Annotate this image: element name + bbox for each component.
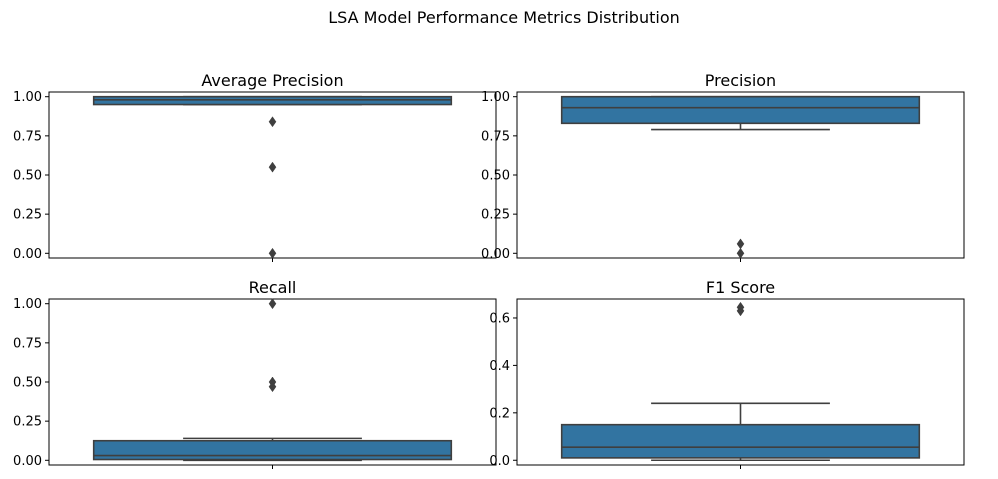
y-tick-label: 0.75 [481, 129, 510, 144]
y-tick-label: 0.00 [481, 247, 510, 262]
y-tick-label: 0.0 [489, 454, 510, 469]
subplot-title: F1 Score [706, 278, 775, 297]
y-tick-label: 1.00 [481, 90, 510, 105]
y-tick-label: 0.6 [489, 311, 510, 326]
subplot-2: Precision 1.00 0.75 0.50 0.25 0.00 [481, 71, 965, 262]
outlier-point [736, 305, 745, 317]
y-tick-label: 0.25 [13, 208, 42, 223]
outlier-point [268, 381, 277, 393]
y-tick-label: 1.00 [13, 297, 42, 312]
y-tick-label: 0.50 [13, 376, 42, 391]
y-tick-label: 0.2 [489, 406, 510, 421]
y-tick-label: 0.00 [13, 454, 42, 469]
box-iqr [560, 423, 921, 459]
subplot-1: Average Precision 1.00 0.75 0.50 0.25 0.00 [13, 71, 497, 262]
y-tick-label: 0.4 [489, 359, 510, 374]
y-tick-label: 0.75 [13, 129, 42, 144]
box-iqr [560, 95, 921, 125]
y-tick-label: 0.25 [481, 208, 510, 223]
y-tick-label: 0.50 [481, 169, 510, 184]
outlier-point [736, 247, 745, 259]
outlier-point [268, 298, 277, 310]
y-tick-label: 1.00 [13, 90, 42, 105]
y-tick-label: 0.50 [13, 169, 42, 184]
subplot-title: Average Precision [201, 71, 343, 90]
subplot-4: F1 Score 0.6 0.4 0.2 0.0 [489, 278, 965, 469]
figure-title: LSA Model Performance Metrics Distributi… [328, 8, 680, 27]
outlier-point [736, 238, 745, 250]
outlier-point [268, 247, 277, 259]
box-iqr [92, 439, 453, 461]
y-tick-label: 0.75 [13, 336, 42, 351]
y-tick-label: 0.00 [13, 247, 42, 262]
subplot-title: Precision [705, 71, 776, 90]
subplot-3: Recall 1.00 0.75 0.50 0.25 0.00 [13, 278, 497, 469]
y-tick-label: 0.25 [13, 415, 42, 430]
outlier-point [268, 116, 277, 128]
outlier-point [268, 161, 277, 173]
subplot-title: Recall [249, 278, 297, 297]
